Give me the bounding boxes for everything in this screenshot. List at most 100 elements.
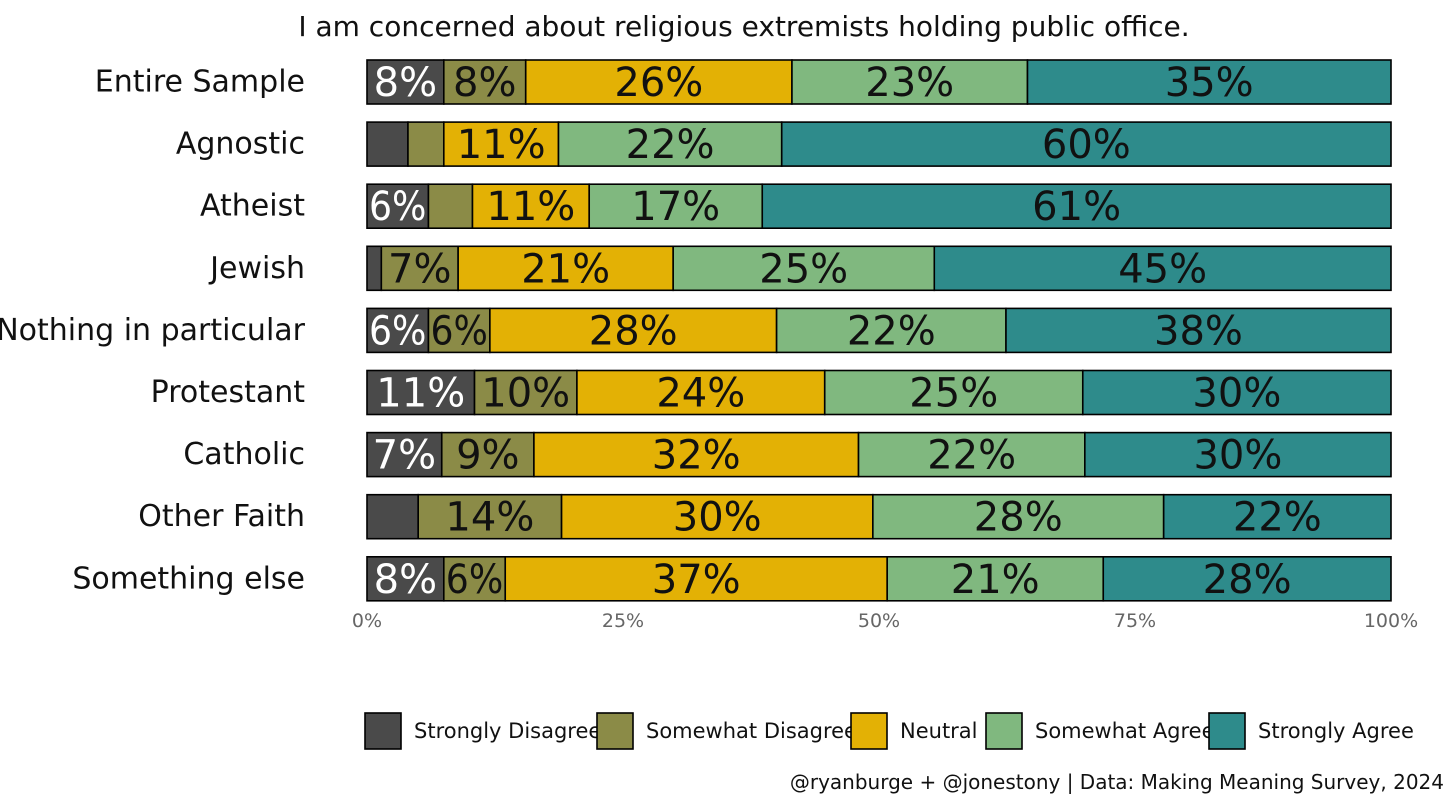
- bar-row-protestant: Protestant 11% 10% 24% 25% 30%: [151, 369, 1392, 417]
- row-label: Agnostic: [176, 127, 305, 162]
- data-label: 22%: [847, 308, 936, 354]
- bar-segment-strongly-agree: [1084, 431, 1392, 478]
- bar-segment-strongly-disagree: [366, 121, 409, 167]
- bar-segment-strongly-agree: [1026, 59, 1392, 105]
- bar-row-agnostic: Agnostic 11% 22% 60%: [176, 121, 1392, 168]
- data-label: 30%: [1192, 371, 1281, 417]
- bar-segment-strongly-disagree: [366, 245, 383, 292]
- data-label: 35%: [1165, 60, 1254, 106]
- bar-row-entire-sample: Entire Sample 8% 8% 26% 23% 35%: [95, 59, 1392, 106]
- data-label: 26%: [614, 60, 703, 106]
- bar-segment-somewhat-disagree: [440, 431, 535, 478]
- data-label: 32%: [652, 433, 741, 479]
- x-tick-label: 50%: [858, 610, 900, 632]
- x-tick-label: 100%: [1364, 610, 1418, 632]
- data-label: 25%: [759, 246, 848, 292]
- bar-row-catholic: Catholic 7% 9% 32% 22% 30%: [183, 431, 1392, 479]
- data-label: 28%: [974, 495, 1063, 541]
- x-tick-label: 0%: [352, 610, 382, 632]
- row-label: Protestant: [151, 375, 306, 410]
- x-tick-label: 25%: [602, 610, 644, 632]
- bar-segment-neutral: [457, 245, 674, 292]
- bar-segment-neutral: [489, 307, 778, 354]
- bar-row-jewish: Jewish 7% 21% 25% 45%: [208, 245, 1392, 292]
- data-label: 6%: [369, 184, 426, 230]
- bar-segment-somewhat-disagree: [407, 121, 445, 167]
- bar-segment-strongly-disagree: [366, 369, 476, 416]
- data-label: 14%: [445, 495, 534, 541]
- data-label: 10%: [481, 371, 570, 417]
- bar-segment-strongly-agree: [1102, 555, 1392, 602]
- data-label: 9%: [456, 433, 519, 479]
- bar-segment-somewhat-disagree: [473, 369, 578, 416]
- bar-segment-strongly-disagree: [366, 183, 430, 229]
- bar-segment-strongly-disagree: [366, 555, 445, 602]
- bar-segment-neutral: [471, 183, 591, 229]
- data-label: 38%: [1154, 308, 1243, 354]
- data-label: 7%: [388, 246, 451, 292]
- data-label: 30%: [1193, 433, 1282, 479]
- legend-item-strongly-agree: Strongly Agree: [1208, 712, 1414, 750]
- chart-title: I am concerned about religious extremist…: [298, 10, 1189, 43]
- row-label: Catholic: [183, 437, 305, 472]
- legend-label: Somewhat Agree: [1035, 719, 1215, 743]
- data-label: 11%: [486, 184, 575, 230]
- legend-swatch: [985, 712, 1023, 750]
- bar-segment-somewhat-disagree: [442, 59, 527, 105]
- data-label: 30%: [673, 495, 762, 541]
- data-label: 45%: [1118, 246, 1207, 292]
- legend-item-somewhat-disagree: Somewhat Disagree: [596, 712, 857, 750]
- row-label: Nothing in particular: [0, 313, 306, 348]
- row-label: Entire Sample: [95, 65, 305, 100]
- data-label: 28%: [589, 308, 678, 354]
- bar-segment-somewhat-agree: [886, 555, 1105, 602]
- bar-segment-strongly-agree: [1005, 307, 1392, 354]
- bar-segment-neutral: [442, 121, 560, 167]
- legend-swatch: [596, 712, 634, 750]
- x-tick-label: 75%: [1114, 610, 1156, 632]
- legend-item-strongly-disagree: Strongly Disagree: [364, 712, 601, 750]
- bar-segment-neutral: [524, 59, 793, 105]
- bar-segment-neutral: [533, 431, 860, 478]
- legend-swatch: [850, 712, 888, 750]
- bar-segment-somewhat-disagree: [380, 245, 459, 292]
- chart-caption: @ryanburge + @jonestony | Data: Making M…: [790, 770, 1444, 794]
- x-axis: 0% 25% 50% 75% 100%: [352, 610, 1418, 632]
- bar-segment-strongly-agree: [1162, 493, 1392, 540]
- data-label: 22%: [927, 433, 1016, 479]
- bar-row-atheist: Atheist 6% 11% 17% 61%: [200, 183, 1392, 230]
- data-label: 61%: [1032, 184, 1121, 230]
- row-label: Jewish: [208, 251, 305, 286]
- data-label: 8%: [374, 60, 437, 106]
- legend-label: Somewhat Disagree: [646, 719, 857, 743]
- data-label: 6%: [446, 557, 503, 603]
- legend-item-neutral: Neutral: [850, 712, 978, 750]
- bar-segment-somewhat-agree: [557, 121, 783, 167]
- bar-segment-somewhat-agree: [823, 369, 1084, 416]
- data-label: 37%: [652, 557, 741, 603]
- bar-segment-somewhat-disagree: [427, 183, 474, 229]
- data-label: 6%: [430, 308, 487, 354]
- data-label: 23%: [865, 60, 954, 106]
- data-label: 22%: [1233, 495, 1322, 541]
- bar-segment-somewhat-disagree: [442, 555, 507, 602]
- data-label: 25%: [909, 371, 998, 417]
- data-label: 6%: [369, 308, 426, 354]
- row-label: Atheist: [200, 189, 305, 224]
- data-label: 28%: [1203, 557, 1292, 603]
- bar-segment-strongly-agree: [933, 245, 1392, 292]
- data-label: 8%: [453, 60, 516, 106]
- data-label: 8%: [374, 557, 437, 603]
- bar-segment-strongly-disagree: [366, 431, 443, 478]
- bar-segment-somewhat-agree: [872, 493, 1165, 540]
- bar-segment-strongly-disagree: [366, 59, 445, 105]
- legend-swatch: [1208, 712, 1246, 750]
- bar-segment-strongly-agree: [1081, 369, 1392, 416]
- bar-segment-strongly-agree: [761, 183, 1392, 229]
- bar-segment-somewhat-agree: [775, 307, 1007, 354]
- legend-label: Strongly Agree: [1258, 719, 1414, 743]
- bar-segment-strongly-disagree: [366, 493, 420, 540]
- bar-row-something-else: Something else 8% 6% 37% 21% 28%: [72, 555, 1392, 603]
- legend-item-somewhat-agree: Somewhat Agree: [985, 712, 1215, 750]
